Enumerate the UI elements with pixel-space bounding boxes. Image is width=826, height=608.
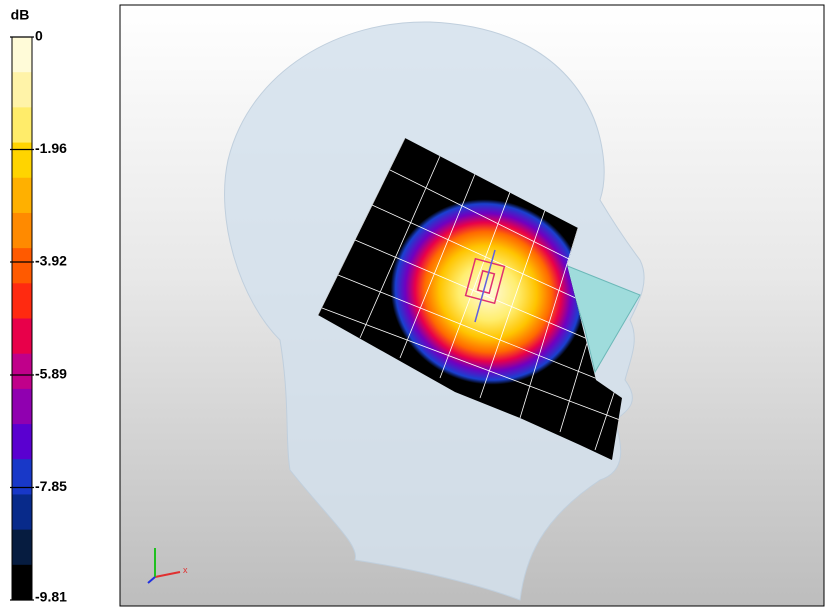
- color-band: [12, 494, 32, 531]
- color-band: [12, 388, 32, 425]
- color-band: [12, 529, 32, 566]
- color-band: [12, 142, 32, 179]
- color-band: [12, 37, 32, 73]
- axis-triad: x: [147, 548, 188, 584]
- color-band: [12, 459, 32, 495]
- color-band: [12, 72, 32, 108]
- color-band: [12, 564, 32, 601]
- color-band: [12, 212, 32, 249]
- color-band: [12, 283, 32, 319]
- color-band: [12, 107, 32, 144]
- tick-label: -3.92: [35, 253, 67, 269]
- colorbar-unit: dB: [11, 7, 30, 23]
- svg-text:x: x: [183, 565, 188, 575]
- tick-label: -1.96: [35, 140, 67, 156]
- viewport: x: [119, 4, 825, 607]
- phone-block: [564, 264, 641, 374]
- tick-label: 0: [35, 28, 43, 44]
- antenna: [464, 249, 506, 323]
- tick-label: -5.89: [35, 366, 67, 382]
- colorbar: 0 -1.96 -3.92 -5.89 -7.85 -9.81: [10, 28, 67, 605]
- tick-label: -9.81: [35, 589, 67, 605]
- color-band: [12, 318, 32, 355]
- color-band: [12, 353, 32, 390]
- color-band: [12, 424, 32, 460]
- color-band: [12, 248, 32, 284]
- color-band: [12, 177, 32, 214]
- tick-label: -7.85: [35, 478, 67, 494]
